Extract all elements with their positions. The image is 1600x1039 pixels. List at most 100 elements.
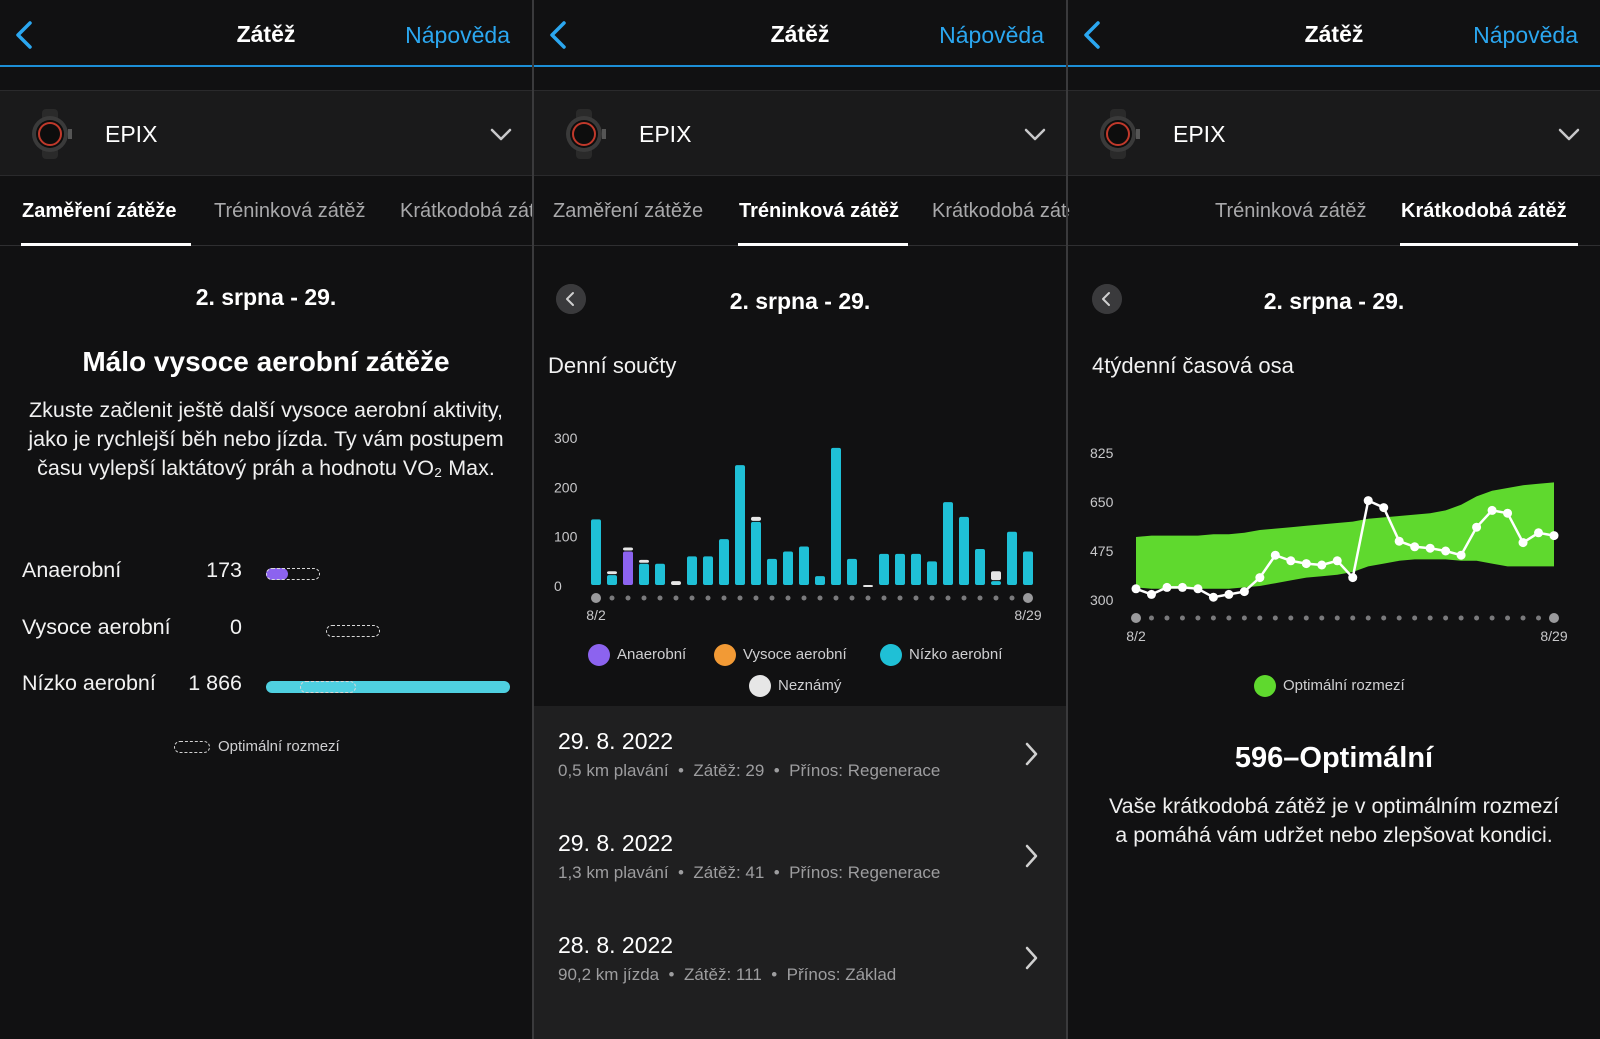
help-link[interactable]: Nápověda	[939, 22, 1044, 48]
x-axis-dot	[1474, 615, 1480, 621]
x-axis-dot	[1381, 615, 1387, 621]
tab-training-load[interactable]: Tréninková zátěž	[214, 200, 366, 222]
legend-high-aerobic: Vysoce aerobní	[714, 644, 847, 666]
x-axis-dot	[929, 595, 935, 601]
back-arrow-icon[interactable]	[544, 18, 574, 52]
data-point	[1394, 536, 1404, 546]
x-axis-dot	[1319, 615, 1325, 621]
x-axis-dot	[1009, 595, 1015, 601]
tab-training-load[interactable]: Tréninková zátěž	[1215, 200, 1367, 222]
legend-label: Optimální rozmezí	[1283, 676, 1405, 694]
x-axis-dot	[833, 595, 839, 601]
metric-optimal-range	[266, 568, 320, 580]
help-link[interactable]: Nápověda	[1473, 22, 1578, 48]
activity-benefit: Přínos: Regenerace	[789, 761, 941, 780]
list-item[interactable]: 28. 8. 2022 90,2 km jízda • Zátěž: 111 •…	[534, 910, 1066, 1012]
data-point	[1441, 546, 1451, 556]
x-axis-dot	[1520, 615, 1526, 621]
list-item[interactable]: 29. 8. 2022 1,3 km plavání • Zátěž: 41 •…	[534, 808, 1066, 910]
x-axis-dot	[785, 595, 791, 601]
device-selector[interactable]: EPIX	[534, 90, 1066, 176]
divider	[532, 0, 534, 1039]
activity-summary: 0,5 km plavání • Zátěž: 29 • Přínos: Reg…	[558, 761, 941, 780]
activity-benefit: Přínos: Regenerace	[789, 863, 941, 882]
tab-acute-load[interactable]: Krátkodobá zátěž	[400, 200, 532, 222]
date-range: 2. srpna - 29.	[1263, 288, 1405, 314]
y-tick-label: 650	[1090, 494, 1114, 510]
tab-acute-load[interactable]: Krátkodobá zátěž	[932, 200, 1066, 222]
bar-segment	[735, 465, 745, 585]
x-tick-label: 8/2	[1126, 628, 1146, 644]
tab-acute-load[interactable]: Krátkodobá zátěž	[1401, 200, 1567, 222]
x-axis-dot	[689, 595, 695, 601]
help-link[interactable]: Nápověda	[405, 22, 510, 48]
x-axis-dot	[1489, 615, 1495, 621]
data-point	[1549, 531, 1559, 541]
device-name: EPIX	[105, 121, 158, 147]
tab-load-focus[interactable]: Zaměření zátěže	[1068, 200, 1070, 223]
x-axis-dot	[1443, 615, 1449, 621]
focus-headline: Málo vysoce aerobní zátěže	[82, 346, 450, 377]
chevron-down-icon[interactable]	[1022, 121, 1048, 147]
x-axis-dot	[769, 595, 775, 601]
optimal-range-band	[1136, 482, 1554, 589]
legend-label: Anaerobní	[617, 645, 687, 663]
x-axis-dot	[753, 595, 759, 601]
previous-period-button[interactable]	[556, 284, 586, 314]
x-axis-dot	[721, 595, 727, 601]
back-arrow-icon[interactable]	[10, 18, 40, 52]
x-tick-label: 8/2	[586, 607, 606, 623]
x-axis-dot	[913, 595, 919, 601]
x-axis-dot	[625, 595, 631, 601]
optimal-range-legend: Optimální rozmezí	[174, 738, 340, 755]
previous-period-button[interactable]	[1092, 284, 1122, 314]
bar-segment	[655, 563, 665, 585]
data-point	[1379, 503, 1389, 513]
x-axis-dot	[1131, 613, 1141, 623]
back-arrow-icon[interactable]	[1078, 18, 1108, 52]
tab-training-load[interactable]: Tréninková zátěž	[739, 200, 900, 222]
chevron-down-icon[interactable]	[1556, 121, 1582, 147]
activity-load: Zátěž: 29	[693, 761, 765, 780]
x-axis-dot	[1427, 615, 1433, 621]
x-axis-dot	[705, 595, 711, 601]
activity-type: 1,3 km plavání	[558, 863, 669, 882]
x-axis-dot	[1536, 615, 1542, 621]
data-point	[1193, 584, 1203, 594]
acute-load-timeline-chart: 825 650 475 300 8/2 8/29	[1090, 445, 1568, 644]
metric-bar	[266, 681, 510, 693]
data-point	[1487, 505, 1497, 515]
tab-load-focus[interactable]: Zaměření zátěže	[22, 200, 177, 222]
bar-segment	[959, 516, 969, 585]
device-selector[interactable]: EPIX	[1068, 90, 1600, 176]
activity-date: 28. 8. 2022	[558, 932, 674, 958]
acute-load-description: Vaše krátkodobá zátěž je v optimálním ro…	[1108, 794, 1560, 847]
activity-summary: 90,2 km jízda • Zátěž: 111 • Přínos: Zák…	[558, 965, 897, 984]
data-point	[1472, 522, 1482, 532]
x-axis-dot	[1288, 615, 1294, 621]
chevron-down-icon[interactable]	[488, 121, 514, 147]
list-item[interactable]: 29. 8. 2022 0,5 km plavání • Zátěž: 29 •…	[534, 706, 1066, 808]
x-axis-dot	[881, 595, 887, 601]
x-axis-dot	[961, 595, 967, 601]
x-axis-dot	[1257, 615, 1263, 621]
metric-label: Anaerobní	[22, 558, 122, 582]
metric-value: 1 866	[188, 671, 242, 695]
tab-bar: Zaměření zátěže Tréninková zátěž Krátkod…	[534, 176, 1066, 246]
chevron-right-icon	[1025, 946, 1038, 970]
x-axis-dot	[817, 595, 823, 601]
device-selector[interactable]: EPIX	[0, 90, 532, 176]
metric-optimal-range	[300, 681, 356, 693]
tab-load-focus[interactable]: Zaměření zátěže	[553, 200, 704, 222]
chevron-right-icon	[1025, 742, 1038, 766]
bar-segment	[783, 551, 793, 585]
tab-underline	[1400, 243, 1578, 246]
bar-segment	[607, 575, 617, 585]
page-title: Zátěž	[1304, 21, 1364, 47]
y-tick-label: 825	[1090, 445, 1114, 461]
bar-segment	[847, 558, 857, 585]
x-axis-dot	[1412, 615, 1418, 621]
bar-segment	[591, 519, 601, 585]
metric-value: 173	[206, 558, 242, 582]
bar-segment	[991, 571, 1001, 581]
